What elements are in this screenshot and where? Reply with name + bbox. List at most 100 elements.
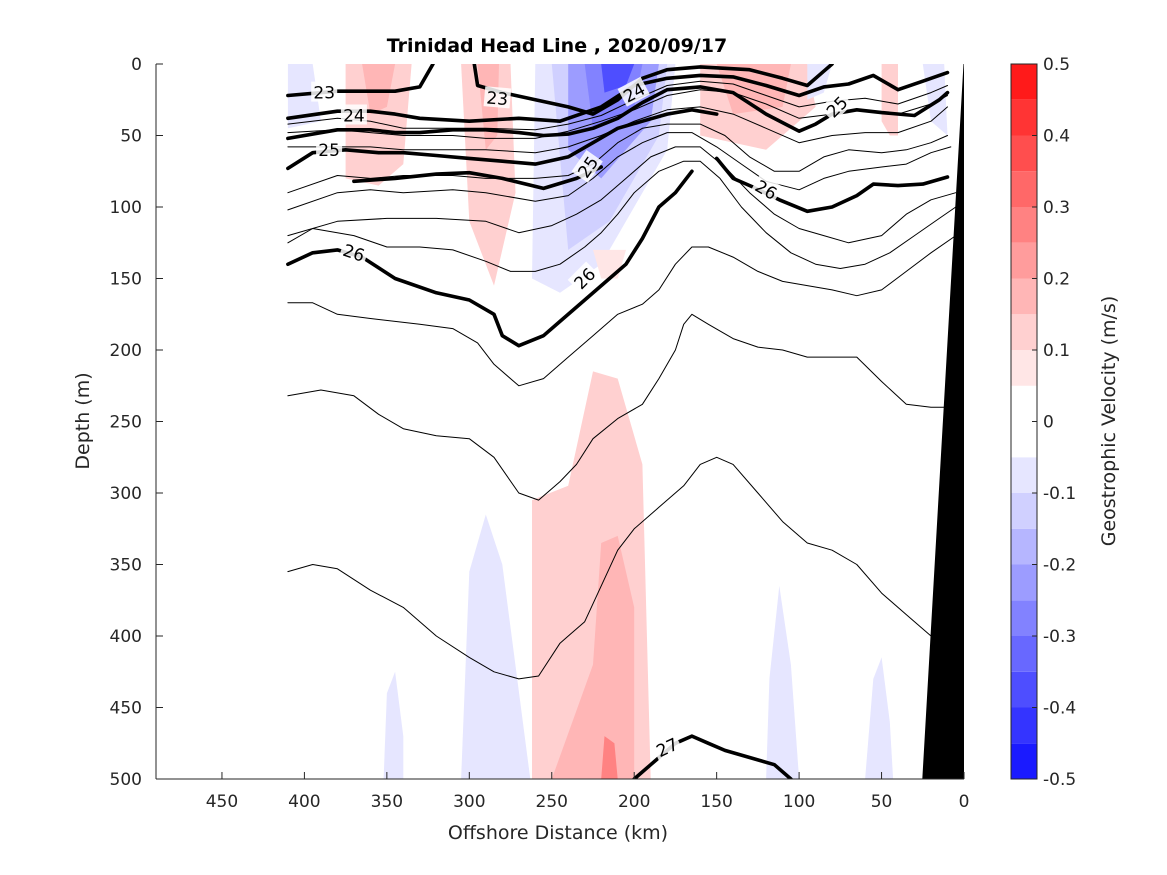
- colorbar-segment: [1011, 350, 1037, 386]
- contour-label-text: 23: [486, 88, 509, 110]
- colorbar-tick-label: -0.5: [1043, 770, 1076, 790]
- colorbar-segment: [1011, 99, 1037, 136]
- colorbar-segment: [1011, 207, 1037, 243]
- contour-label-bg: [316, 138, 343, 159]
- contour-label-2: 24: [340, 104, 367, 127]
- contour-label-0: 23: [311, 81, 338, 104]
- y-tick-label: 300: [110, 484, 142, 504]
- x-tick-label: 150: [700, 792, 732, 812]
- colorbar-label: Geostrophic Velocity (m/s): [1098, 296, 1120, 546]
- colorbar-segment: [1011, 64, 1037, 100]
- velocity-patch-0: [287, 64, 321, 129]
- velocity-patch-1: [345, 64, 412, 186]
- colorbar-segment: [1011, 528, 1037, 565]
- colorbar-segment: [1011, 636, 1037, 672]
- x-tick-label: 50: [871, 792, 893, 812]
- colorbar-tick-label: 0.5: [1043, 55, 1070, 75]
- y-tick-label: 0: [131, 55, 142, 75]
- y-tick-label: 500: [110, 770, 142, 790]
- contour-label-bg: [340, 104, 367, 125]
- contour-label-text: 24: [343, 107, 365, 127]
- contour-label-bg: [617, 76, 650, 107]
- x-tick-label: 450: [206, 792, 238, 812]
- density-contour-24-6-5: [286, 85, 950, 141]
- velocity-patch-17: [551, 535, 635, 779]
- colorbar-tick-label: 0.4: [1043, 127, 1070, 147]
- colorbar-segment: [1011, 671, 1037, 708]
- density-contour-23-1: [472, 64, 834, 116]
- velocity-patch-21: [766, 585, 800, 779]
- x-tick-label: 350: [371, 792, 403, 812]
- x-tick-label: 200: [618, 792, 650, 812]
- contour-label-bg: [750, 173, 783, 205]
- y-tick-label: 400: [110, 627, 142, 647]
- colorbar-tick-label: -0.4: [1043, 699, 1076, 719]
- x-axis-label: Offshore Distance (km): [448, 822, 668, 844]
- density-contour-26-4-16: [287, 313, 948, 501]
- colorbar-segment: [1011, 707, 1037, 744]
- x-tick-label: 300: [453, 792, 485, 812]
- colorbar-tick-label: -0.2: [1043, 556, 1076, 576]
- contour-label-bg: [567, 261, 601, 295]
- colorbar-segment: [1011, 564, 1037, 601]
- contour-label-bg: [571, 150, 603, 183]
- y-tick-label: 100: [110, 198, 142, 218]
- velocity-patch-15: [922, 64, 948, 136]
- y-tick-label: 450: [110, 699, 142, 719]
- y-axis-ticks: 0 50 100 150 200 250 300 350 400 450 500: [110, 55, 163, 790]
- density-contour-25-8-11: [714, 156, 950, 214]
- colorbar-tick-label: 0.3: [1043, 198, 1070, 218]
- density-contour-26-2-15: [287, 235, 957, 387]
- contour-label-9: 26: [750, 173, 783, 205]
- velocity-patch-20: [383, 671, 404, 779]
- colorbar-segment: [1011, 278, 1037, 315]
- colorbar-tick-label: -0.3: [1043, 627, 1076, 647]
- y-tick-label: 150: [110, 270, 142, 290]
- contour-label-1: 23: [483, 86, 512, 110]
- colorbar-tick-label: 0: [1043, 413, 1054, 433]
- colorbar-segment: [1011, 493, 1037, 529]
- contour-label-bg: [650, 732, 683, 762]
- contour-label-3: 24: [617, 76, 650, 107]
- x-tick-label: 0: [959, 792, 970, 812]
- density-contour-24-8-6: [287, 106, 948, 154]
- colorbar-segment: [1011, 135, 1037, 172]
- density-contour-26-6-17: [287, 456, 948, 680]
- colorbar-tick-label: 0.2: [1043, 270, 1070, 290]
- contour-label-7: 26: [338, 238, 370, 267]
- velocity-patch-14: [881, 64, 898, 136]
- colorbar-segment: [1011, 242, 1037, 279]
- bathymetry-seafloor: [922, 64, 964, 779]
- contour-label-bg: [483, 86, 512, 109]
- y-tick-label: 250: [110, 413, 142, 433]
- density-contour-25-8-13: [287, 160, 957, 272]
- colorbar-segment: [1011, 314, 1037, 350]
- density-contour-25-7: [286, 108, 719, 171]
- y-axis-label: Depth (m): [72, 372, 94, 469]
- colorbar-tick-label: 0.1: [1043, 341, 1070, 361]
- colorbar-ticks: 0.5 0.4 0.3 0.2 0.1 0 -0.1 -0.2 -0.3 -0.4 -0.5: [1032, 55, 1076, 790]
- colorbar: [1010, 63, 1038, 780]
- colorbar-segment: [1011, 457, 1037, 493]
- y-tick-label: 50: [120, 127, 142, 147]
- contour-label-bg: [338, 238, 370, 266]
- colorbar-tick-label: -0.1: [1043, 484, 1076, 504]
- colorbar-segment: [1011, 600, 1037, 636]
- density-contour-24-2: [286, 70, 950, 123]
- velocity-patch-18: [601, 736, 618, 779]
- density-contour-25-5-10: [352, 165, 604, 191]
- contour-label-bg: [820, 89, 853, 123]
- density-contour-25-6-12: [287, 146, 957, 244]
- contour-label-text: 23: [313, 84, 335, 104]
- contour-label-4: 25: [316, 138, 343, 161]
- colorbar-segment: [1011, 743, 1037, 779]
- x-tick-label: 100: [783, 792, 815, 812]
- bathymetry-layer: [922, 64, 964, 779]
- density-contour-25-4-9: [287, 132, 952, 211]
- y-tick-label: 200: [110, 341, 142, 361]
- density-contour-24-2-3: [287, 80, 948, 131]
- x-tick-label: 250: [536, 792, 568, 812]
- colorbar-segment: [1011, 171, 1037, 207]
